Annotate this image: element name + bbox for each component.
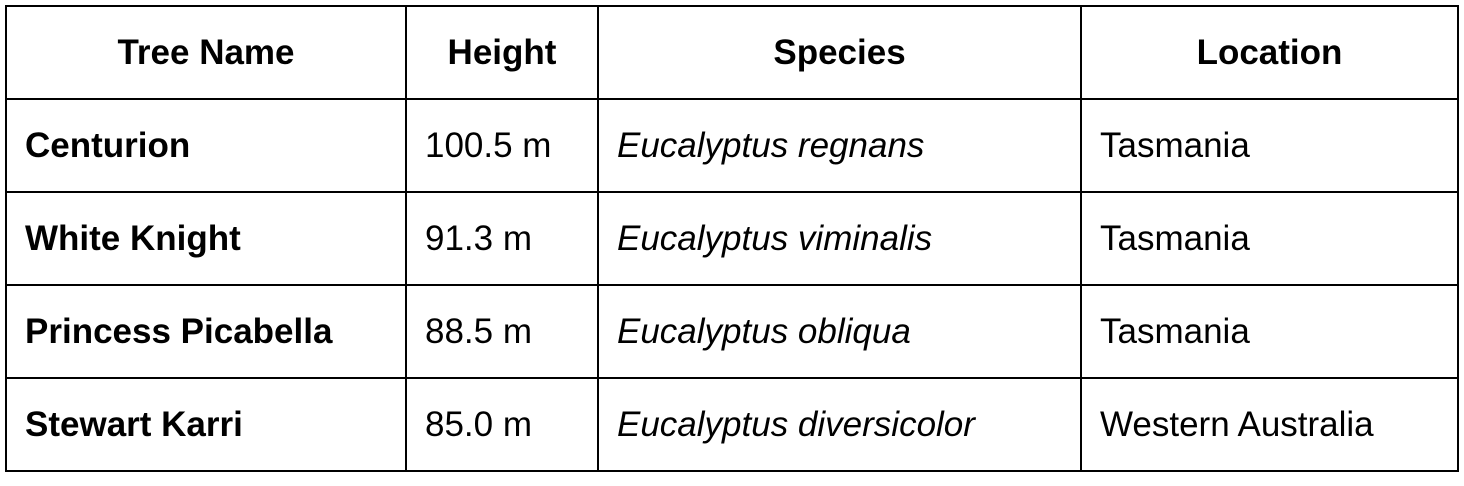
table-cell: Princess Picabella bbox=[5, 284, 407, 379]
header-row: Tree Name Height Species Location bbox=[5, 5, 1459, 100]
table-body: Centurion 100.5 m Eucalyptus regnans Tasman… bbox=[5, 98, 1459, 472]
table-cell: Centurion bbox=[5, 98, 407, 193]
table-cell: Eucalyptus diversicolor bbox=[597, 377, 1082, 472]
table-cell: Tasmania bbox=[1080, 191, 1459, 286]
table-cell: Eucalyptus viminalis bbox=[597, 191, 1082, 286]
table-row: Centurion 100.5 m Eucalyptus regnans Tasman… bbox=[5, 98, 1459, 193]
table-cell: Western Australia bbox=[1080, 377, 1459, 472]
table-cell: 91.3 m bbox=[405, 191, 599, 286]
table-row: Princess Picabella 88.5 m Eucalyptus obliq… bbox=[5, 284, 1459, 379]
header-cell: Height bbox=[405, 5, 599, 100]
table-cell: Stewart Karri bbox=[5, 377, 407, 472]
table-cell: Eucalyptus obliqua bbox=[597, 284, 1082, 379]
table-cell: 100.5 m bbox=[405, 98, 599, 193]
table-row: Stewart Karri 85.0 m Eucalyptus diversicol… bbox=[5, 377, 1459, 472]
table-cell: White Knight bbox=[5, 191, 407, 286]
table-cell: 85.0 m bbox=[405, 377, 599, 472]
header-cell: Species bbox=[597, 5, 1082, 100]
table-cell: Tasmania bbox=[1080, 284, 1459, 379]
data-table: Tree Name Height Species Location Centurion… bbox=[5, 5, 1459, 472]
header-cell: Location bbox=[1080, 5, 1459, 100]
table-cell: Tasmania bbox=[1080, 98, 1459, 193]
header-cell: Tree Name bbox=[5, 5, 407, 100]
table-row: White Knight 91.3 m Eucalyptus viminalis Ta… bbox=[5, 191, 1459, 286]
table-cell: 88.5 m bbox=[405, 284, 599, 379]
table-cell: Eucalyptus regnans bbox=[597, 98, 1082, 193]
